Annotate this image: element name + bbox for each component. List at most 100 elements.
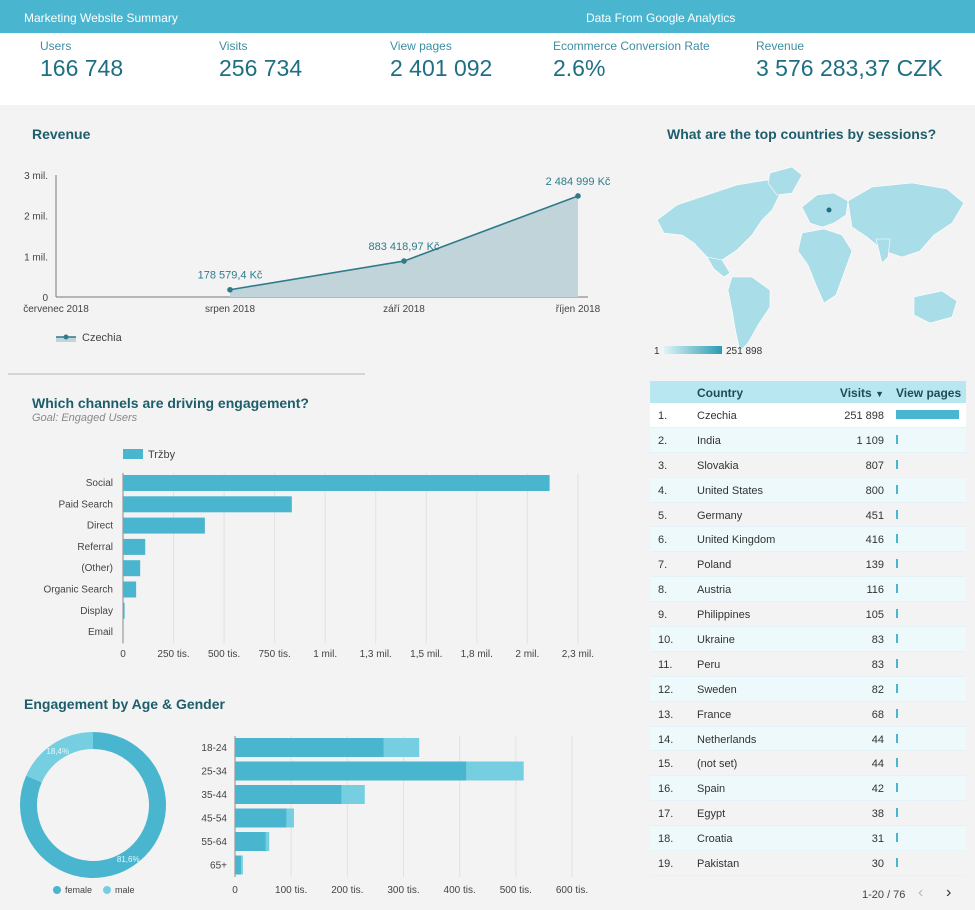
kpi-visits[interactable]: Visits 256 734 — [219, 39, 302, 82]
kpi-revenue[interactable]: Revenue 3 576 283,37 CZK — [756, 39, 943, 82]
view-pages-bar — [896, 634, 898, 644]
visits-value: 807 — [865, 459, 884, 472]
map-title: What are the top countries by sessions? — [667, 126, 937, 142]
table-row[interactable]: 1. Czechia 251 898 — [650, 403, 966, 428]
map-india — [875, 238, 891, 264]
map-south-america — [727, 276, 771, 352]
country-name: Spain — [697, 783, 726, 796]
countries-table: Country Visits ▼ View pages 1. Czechia 251… — [650, 381, 966, 876]
table-row[interactable]: 15. (not set) 44 — [650, 751, 966, 777]
category-label: Display — [80, 606, 113, 617]
table-row[interactable]: 19. Pakistan 30 — [650, 851, 966, 876]
legend-dot — [53, 886, 61, 894]
view-pages-bar — [896, 733, 898, 743]
gender-donut-chart[interactable]: 81,6% 18,4% female male — [10, 725, 180, 905]
table-row[interactable]: 11. Peru 83 — [650, 652, 966, 677]
table-row[interactable]: 7. Poland 139 — [650, 552, 966, 578]
table-row[interactable]: 13. France 68 — [650, 702, 966, 727]
bar-male — [265, 832, 270, 851]
table-row[interactable]: 12. Sweden 82 — [650, 676, 966, 702]
row-index: 5. — [658, 509, 668, 522]
country-name: Germany — [697, 509, 743, 522]
col-visits[interactable]: Visits ▼ — [840, 386, 884, 400]
legend-swatch — [123, 449, 143, 459]
kpi-label: Visits — [219, 39, 248, 53]
bar-male — [241, 855, 243, 875]
category-label: (Other) — [81, 563, 113, 574]
age-gender-title: Engagement by Age & Gender — [24, 696, 225, 712]
row-index: 9. — [658, 609, 668, 622]
category-label: 25-34 — [201, 767, 227, 778]
table-row[interactable]: 3. Slovakia 807 — [650, 453, 966, 478]
kpi-conversion-rate[interactable]: Ecommerce Conversion Rate 2.6% — [553, 39, 710, 82]
data-point — [575, 193, 581, 199]
col-country[interactable]: Country — [697, 386, 743, 400]
bar — [123, 581, 137, 598]
country-name: Peru — [697, 658, 721, 671]
row-index: 7. — [658, 559, 668, 572]
country-name: Poland — [697, 559, 732, 572]
kpi-users[interactable]: Users 166 748 — [40, 39, 123, 82]
visits-value: 116 — [866, 584, 884, 597]
row-index: 13. — [658, 708, 674, 721]
map-asia — [847, 182, 965, 258]
bar-female — [235, 832, 266, 851]
visits-value: 105 — [865, 609, 884, 622]
age-bar-chart[interactable]: 0 100 tis. 200 tis. 300 tis. 400 tis. 500 tis… — [190, 730, 630, 900]
section-divider — [8, 373, 365, 375]
kpi-view-pages[interactable]: View pages 2 401 092 — [390, 39, 492, 82]
category-label: Organic Search — [44, 585, 113, 596]
y-tick-label: 3 mil. — [24, 171, 48, 182]
view-pages-bar — [896, 484, 898, 494]
row-index: 12. — [658, 683, 674, 696]
map-greenland — [767, 166, 803, 196]
data-label: 883 418,97 Kč — [369, 241, 440, 253]
channels-subtitle: Goal: Engaged Users — [32, 412, 138, 424]
x-tick-label: 500 tis. — [208, 649, 240, 660]
table-row[interactable]: 6. United Kingdom 416 — [650, 527, 966, 553]
table-row[interactable]: 4. United States 800 — [650, 477, 966, 503]
country-name: Pakistan — [697, 858, 740, 871]
y-tick-label: 0 — [42, 293, 48, 304]
view-pages-bar — [896, 534, 898, 544]
x-tick-label: 200 tis. — [331, 885, 363, 896]
donut-slice-male — [26, 732, 94, 783]
table-row[interactable]: 17. Egypt 38 — [650, 801, 966, 827]
table-row[interactable]: 2. India 1 109 — [650, 427, 966, 453]
col-view-pages[interactable]: View pages — [896, 386, 962, 400]
bar — [123, 517, 205, 534]
visits-value: 1 109 — [856, 434, 884, 447]
map-europe — [801, 192, 849, 228]
table-header: Country Visits ▼ View pages — [650, 381, 966, 403]
data-point — [227, 286, 233, 293]
slice-label: 81,6% — [117, 855, 140, 864]
table-row[interactable]: 16. Spain 42 — [650, 776, 966, 802]
view-pages-bar — [896, 783, 898, 793]
visits-value: 451 — [865, 509, 884, 522]
country-name: France — [697, 708, 732, 721]
map-scale-min: 1 — [654, 346, 660, 357]
revenue-chart[interactable]: 0 1 mil. 2 mil. 3 mil. červenec 2018 srpen 20… — [0, 160, 640, 360]
country-name: Austria — [697, 584, 732, 597]
prev-page-button[interactable]: ‹ — [918, 884, 924, 901]
table-row[interactable]: 10. Ukraine 83 — [650, 627, 966, 652]
area-fill — [230, 195, 578, 297]
col-visits-label: Visits — [839, 386, 872, 400]
table-row[interactable]: 18. Croatia 31 — [650, 826, 966, 852]
row-index: 16. — [658, 783, 674, 796]
table-row[interactable]: 5. Germany 451 — [650, 503, 966, 528]
row-index: 8. — [658, 584, 668, 597]
table-row[interactable]: 9. Philippines 105 — [650, 602, 966, 628]
channels-chart[interactable]: Tržby 0 250 tis. 500 tis. 750 tis. 1 mil. 1,3 … — [0, 440, 640, 670]
kpi-label: View pages — [390, 39, 452, 53]
world-map[interactable] — [652, 165, 967, 360]
next-page-button[interactable]: › — [946, 884, 952, 901]
x-tick-label: 1 mil. — [313, 649, 337, 660]
table-row[interactable]: 8. Austria 116 — [650, 577, 966, 603]
map-central-america — [706, 256, 731, 278]
country-name: United States — [697, 484, 764, 497]
data-source-label: Data From Google Analytics — [586, 11, 736, 25]
country-name: Egypt — [697, 808, 726, 821]
table-row[interactable]: 14. Netherlands 44 — [650, 726, 966, 752]
view-pages-bar — [896, 758, 898, 768]
